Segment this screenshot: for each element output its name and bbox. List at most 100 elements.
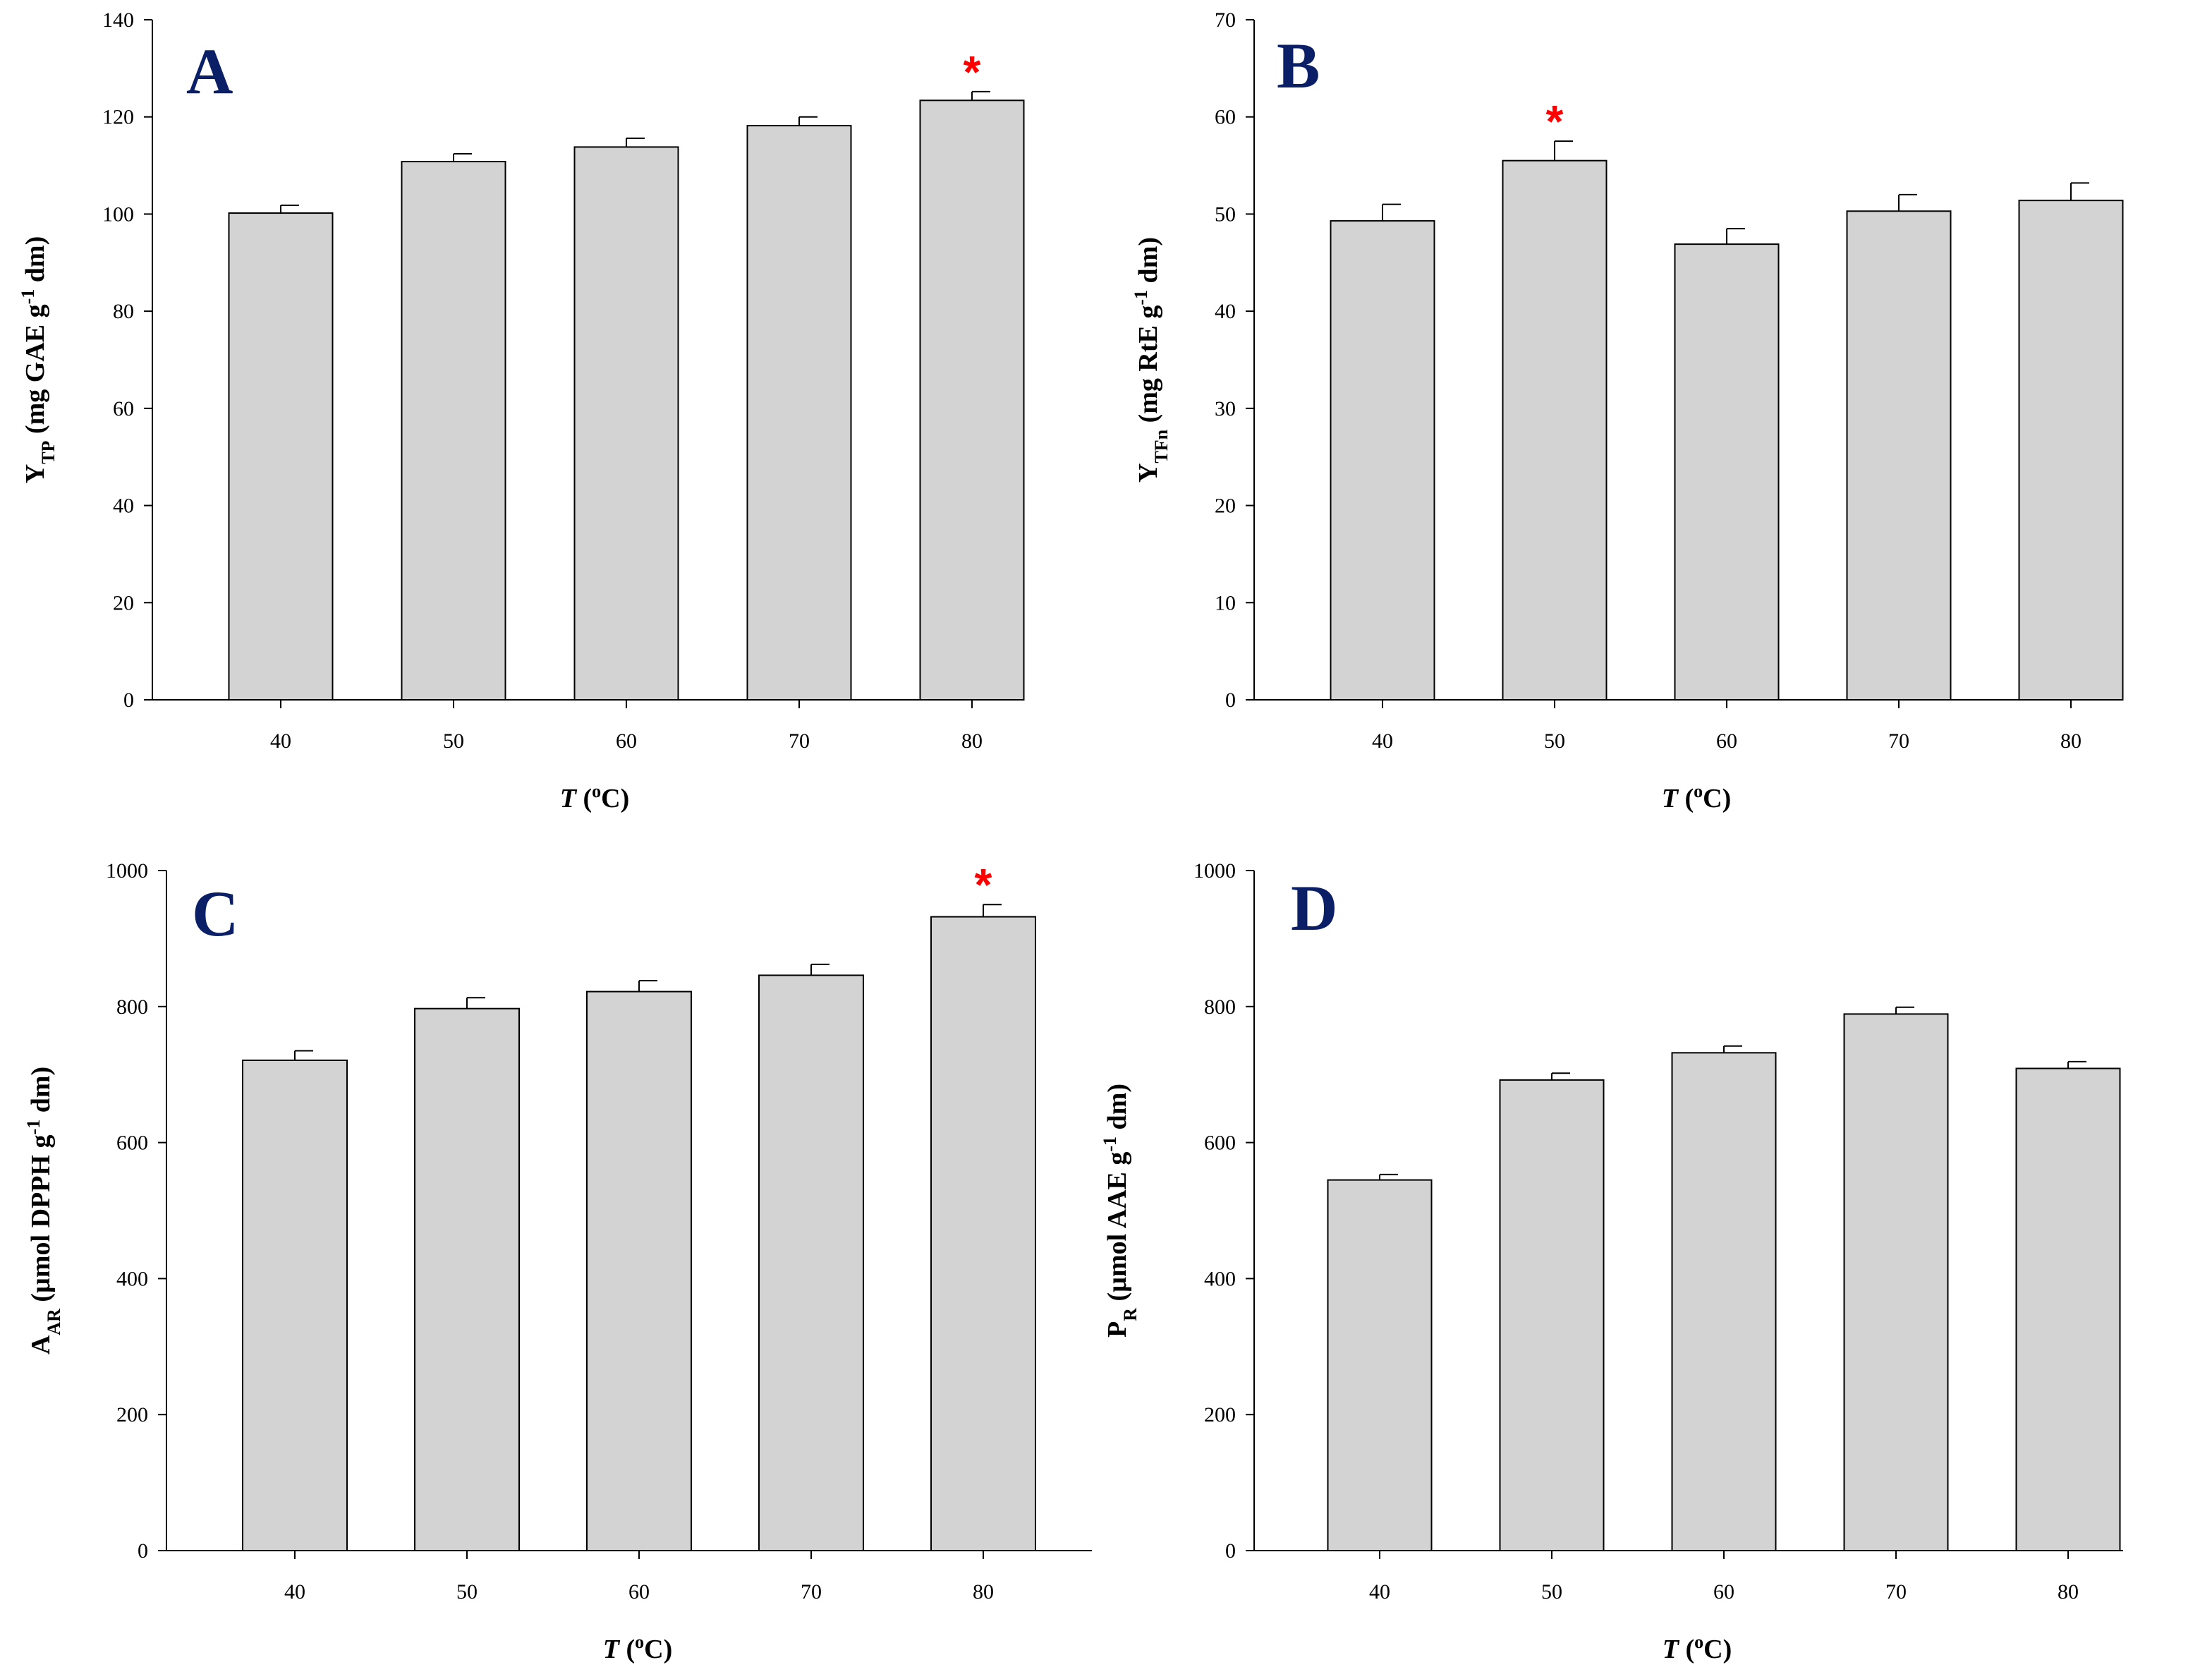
bar-50 — [401, 161, 506, 701]
x-tick-label: 70 — [1885, 1580, 1907, 1604]
y-axis-label: YTFn (mg RtE g-1 dm) — [1131, 237, 1172, 483]
panel-letter: D — [1291, 872, 1337, 944]
y-tick-label: 30 — [1215, 397, 1236, 420]
x-axis-label: T (oC) — [1662, 781, 1731, 814]
x-axis-label: T (oC) — [1663, 1632, 1732, 1665]
y-tick-label: 0 — [1225, 1539, 1236, 1563]
error-bar-60 — [1726, 228, 1745, 245]
bar-80 — [919, 99, 1025, 701]
x-tick-label: 80 — [2058, 1580, 2079, 1604]
bar-70 — [1846, 210, 1952, 701]
bar-80 — [930, 916, 1036, 1551]
bar-40 — [1327, 1179, 1433, 1551]
bar-60 — [586, 990, 692, 1552]
bar-70 — [1843, 1013, 1949, 1552]
bar-40 — [1330, 220, 1435, 701]
y-tick-label: 10 — [1215, 591, 1236, 614]
error-bar-50 — [1554, 140, 1573, 161]
x-tick-label: 50 — [456, 1580, 478, 1604]
bar-80 — [2018, 200, 2124, 701]
y-axis-label: AAR (µmol DPPH g-1 dm) — [23, 1067, 64, 1354]
panel-letter: A — [186, 35, 233, 107]
x-axis-label: T (oC) — [603, 1632, 672, 1665]
x-tick-label: 80 — [973, 1580, 994, 1604]
x-tick-label: 80 — [2060, 729, 2082, 753]
x-tick-label: 80 — [961, 729, 983, 753]
error-bar-60 — [638, 980, 657, 992]
error-bar-40 — [1382, 203, 1401, 222]
x-tick-label: 70 — [1888, 729, 1909, 753]
y-tick-label: 60 — [1215, 106, 1236, 129]
y-tick-label: 70 — [1215, 8, 1236, 32]
x-tick-label: 60 — [1716, 729, 1737, 753]
y-tick-label: 0 — [1225, 689, 1236, 712]
panel-letter: B — [1277, 30, 1320, 102]
bar-70 — [746, 125, 852, 701]
error-bar-80 — [983, 904, 1002, 917]
error-bar-60 — [626, 138, 645, 147]
bar-40 — [242, 1059, 348, 1552]
y-tick-label: 800 — [116, 995, 148, 1019]
y-tick-label: 800 — [1204, 995, 1236, 1019]
error-bar-70 — [1895, 1006, 1914, 1014]
y-tick-label: 200 — [1204, 1403, 1236, 1426]
significance-marker: * — [975, 859, 992, 910]
x-tick-label: 60 — [616, 729, 637, 753]
panel-letter: C — [192, 878, 238, 950]
error-bar-40 — [280, 205, 299, 214]
error-bar-40 — [294, 1050, 313, 1060]
bar-50 — [414, 1007, 520, 1551]
bar-40 — [228, 212, 334, 701]
y-tick-label: 40 — [1215, 300, 1236, 323]
y-tick-label: 400 — [1204, 1267, 1236, 1290]
x-tick-label: 60 — [628, 1580, 650, 1604]
x-tick-label: 40 — [1369, 1580, 1390, 1604]
y-tick-label: 140 — [102, 8, 134, 32]
y-axis-label: PR (µmol AAE g-1 dm) — [1100, 1084, 1141, 1338]
panel-d: 0 200 400 600 800 1000 40 50 60 70 80 T (oC) PR (µmo… — [1100, 859, 2123, 1665]
y-tick-label: 200 — [116, 1403, 148, 1426]
y-tick-label: 1000 — [106, 859, 148, 883]
x-tick-label: 40 — [270, 729, 291, 753]
error-bar-80 — [971, 90, 990, 101]
significance-marker: * — [1546, 96, 1564, 147]
bar-50 — [1499, 1079, 1605, 1551]
x-tick-label: 60 — [1713, 1580, 1734, 1604]
bar-80 — [2015, 1067, 2121, 1552]
y-tick-label: 40 — [113, 495, 134, 518]
y-tick-label: 600 — [1204, 1132, 1236, 1155]
x-axis-label: T (oC) — [560, 781, 629, 814]
y-tick-label: 0 — [138, 1539, 148, 1563]
y-tick-label: 60 — [113, 397, 134, 420]
y-tick-label: 50 — [1215, 202, 1236, 226]
x-tick-label: 70 — [789, 729, 810, 753]
bar-60 — [1671, 1052, 1777, 1552]
panel-a: * 0 20 40 60 80 100 120 140 40 50 60 70 80 T (oC) YTP (… — [18, 8, 1025, 814]
error-bar-70 — [798, 116, 818, 126]
y-tick-label: 600 — [116, 1132, 148, 1155]
y-axis-label: YTP (mg GAE g-1 dm) — [18, 236, 59, 483]
x-tick-label: 50 — [443, 729, 464, 753]
y-tick-label: 1000 — [1193, 859, 1236, 883]
panel-c: * 0 200 400 600 800 1000 40 50 60 70 80 T (oC) AAR (µ… — [23, 859, 1092, 1665]
y-tick-label: 100 — [102, 202, 134, 226]
x-tick-label: 50 — [1541, 1580, 1562, 1604]
error-bar-80 — [2067, 1060, 2086, 1069]
y-tick-label: 400 — [116, 1267, 148, 1290]
error-bar-70 — [810, 964, 830, 976]
x-tick-label: 70 — [801, 1580, 822, 1604]
error-bar-50 — [1551, 1072, 1570, 1080]
error-bar-70 — [1898, 193, 1917, 212]
error-bar-40 — [1379, 1173, 1398, 1180]
error-bar-50 — [453, 153, 472, 162]
y-tick-label: 20 — [1215, 495, 1236, 518]
y-tick-label: 0 — [123, 689, 134, 712]
bar-60 — [1674, 243, 1780, 701]
panel-b: * 0 10 20 30 40 50 60 70 40 50 60 70 80 T (oC) YTFn (mg… — [1131, 8, 2124, 814]
x-tick-label: 40 — [284, 1580, 305, 1604]
bar-70 — [758, 974, 864, 1552]
bar-60 — [573, 146, 679, 701]
x-tick-label: 50 — [1544, 729, 1565, 753]
bar-50 — [1502, 159, 1608, 701]
